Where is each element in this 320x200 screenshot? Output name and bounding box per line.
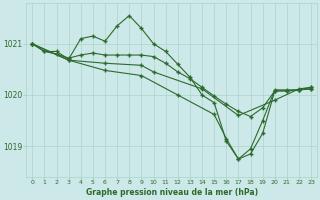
X-axis label: Graphe pression niveau de la mer (hPa): Graphe pression niveau de la mer (hPa) [86, 188, 258, 197]
